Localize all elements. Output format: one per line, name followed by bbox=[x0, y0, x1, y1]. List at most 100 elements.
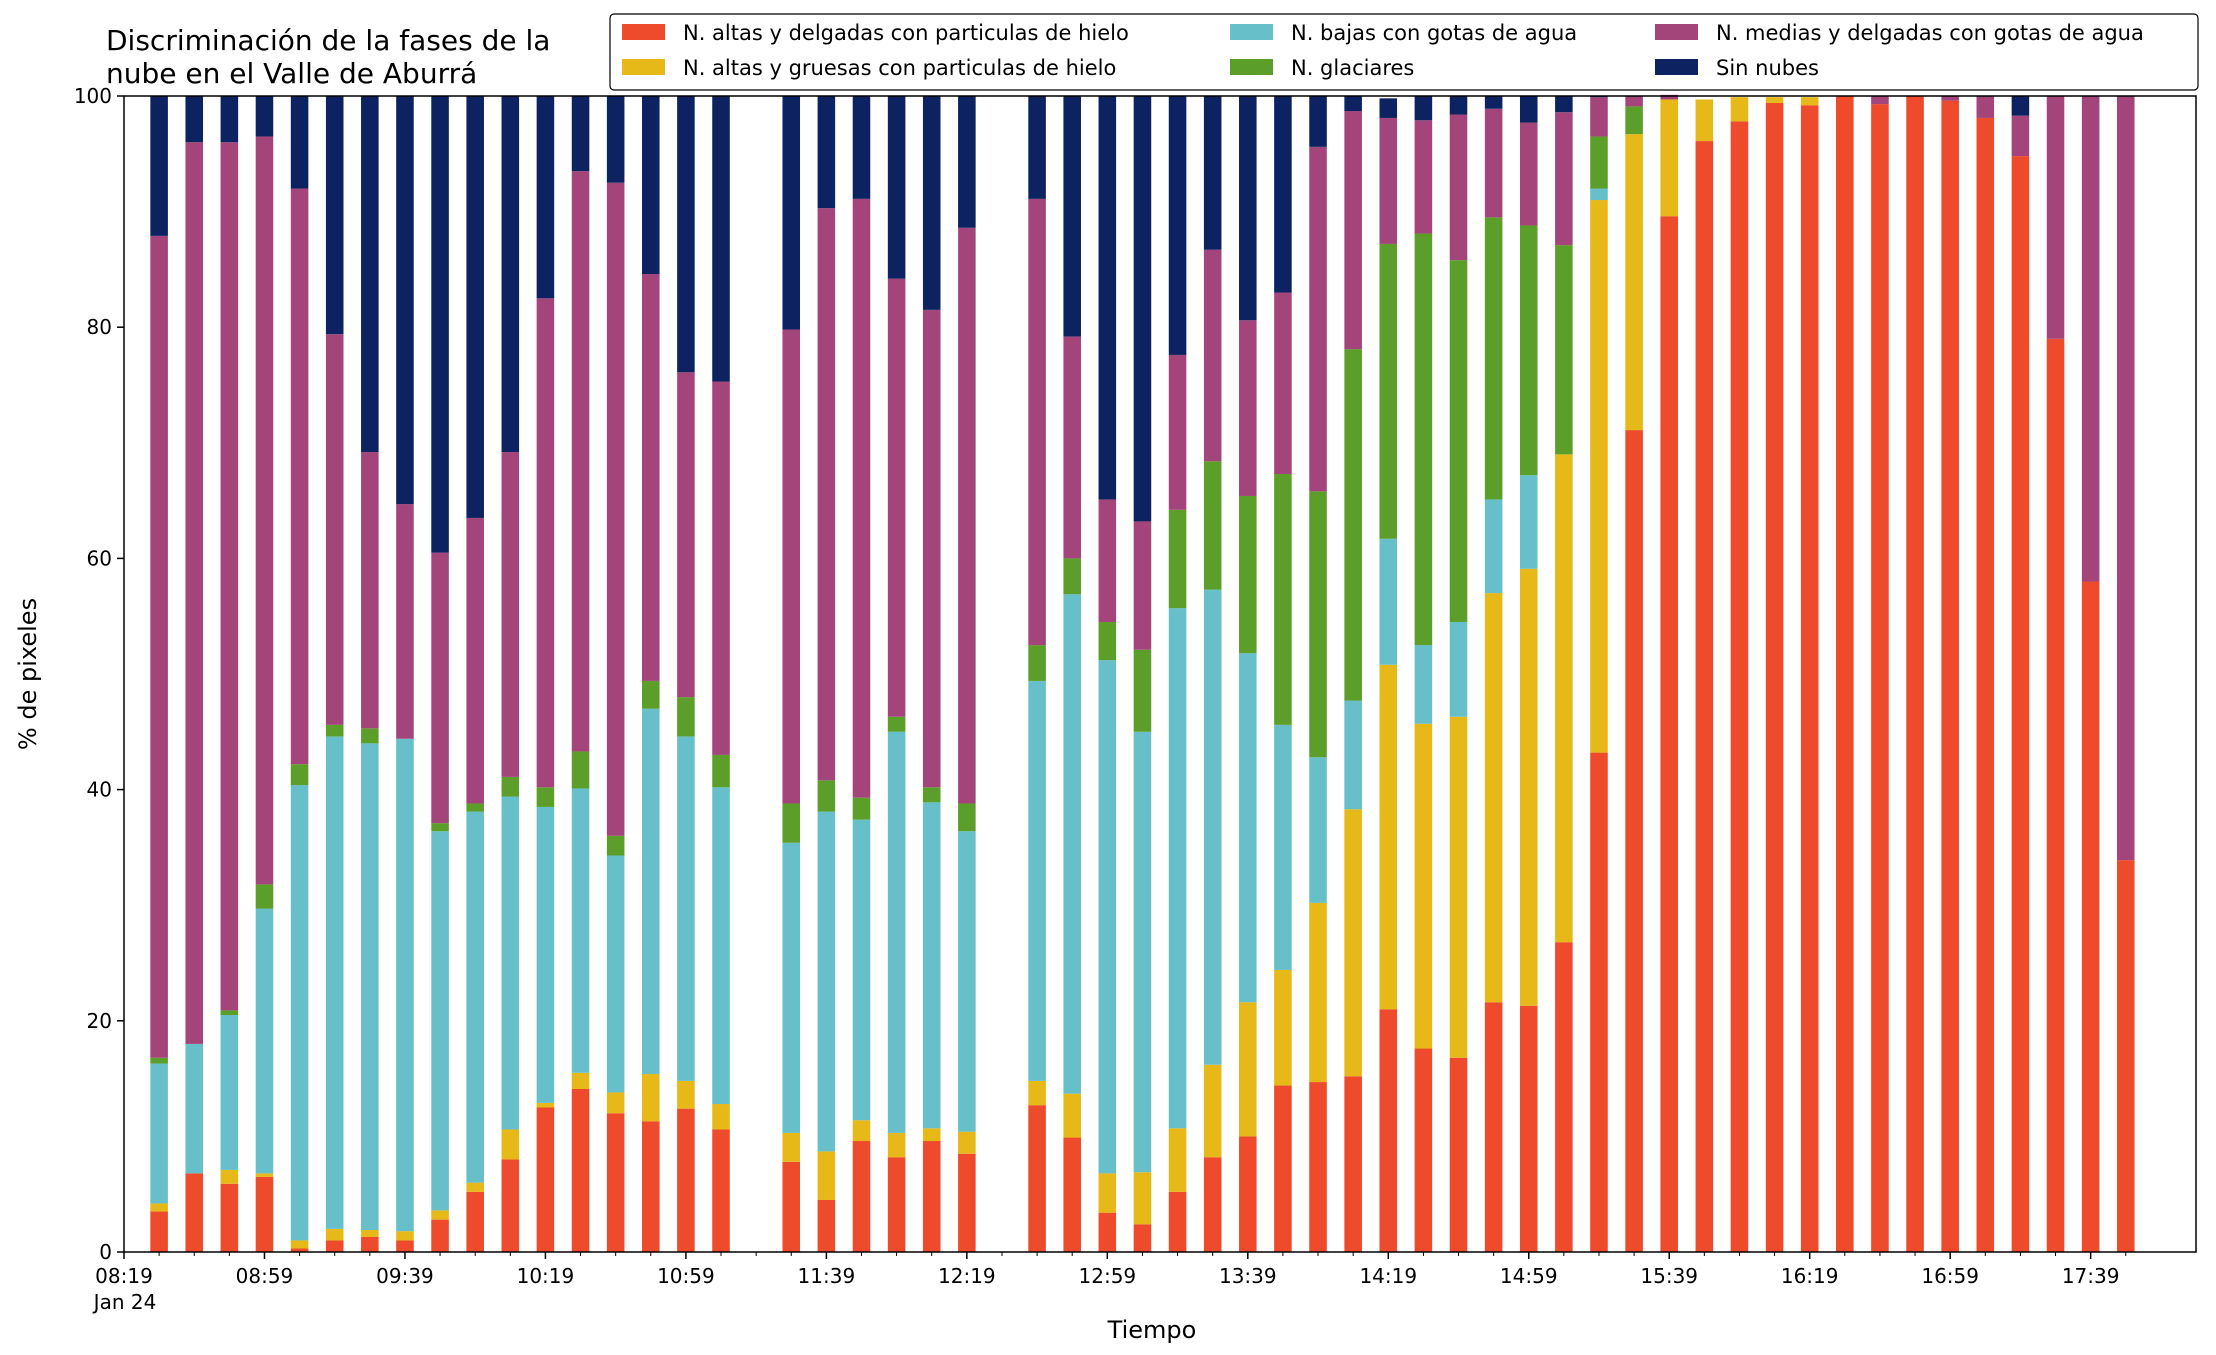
bar-segment-s2-b26 bbox=[1133, 731, 1152, 1173]
bar-segment-s2-b27 bbox=[1168, 608, 1187, 1129]
bar-segment-s4-b30 bbox=[1274, 292, 1292, 475]
bar-segment-s0-b8 bbox=[431, 1219, 449, 1252]
chart-title-line-1: Discriminación de la fases de la bbox=[106, 24, 550, 57]
bar-segment-s5-b33 bbox=[1379, 98, 1398, 118]
bar-segment-s3-b38 bbox=[1555, 245, 1573, 455]
bar-segment-s5-b2 bbox=[220, 96, 239, 143]
bar-segment-s5-b20 bbox=[887, 96, 906, 279]
legend-swatch bbox=[1655, 59, 1698, 75]
bar-segment-s0-b27 bbox=[1168, 1191, 1187, 1252]
x-tick-label: 12:59 bbox=[1079, 1264, 1137, 1288]
bar-segment-s5-b32 bbox=[1344, 96, 1362, 112]
bar-segment-s2-b36 bbox=[1484, 499, 1503, 594]
bar-segment-s0-b44 bbox=[1765, 102, 1784, 1253]
bar-segment-s4-b33 bbox=[1379, 117, 1398, 244]
bar-segment-s5-b26 bbox=[1133, 96, 1152, 522]
bar-segment-s0-b39 bbox=[1590, 752, 1608, 1252]
bar-segment-s3-b10 bbox=[501, 776, 520, 797]
bar-segment-s0-b51 bbox=[2011, 156, 2030, 1253]
bar-segment-s0-b7 bbox=[396, 1240, 414, 1252]
bar-segment-s0-b19 bbox=[852, 1141, 871, 1252]
bar-segment-s0-b30 bbox=[1274, 1085, 1292, 1252]
bar-segment-s1-b36 bbox=[1484, 593, 1503, 1003]
bar-segment-s4-b8 bbox=[431, 552, 449, 824]
bar-segment-s2-b0 bbox=[150, 1063, 168, 1204]
bar-segment-s1-b42 bbox=[1695, 99, 1714, 142]
bar-segment-s4-b54 bbox=[2116, 96, 2135, 861]
bar-segment-s0-b26 bbox=[1133, 1224, 1152, 1252]
x-tick-label: 16:59 bbox=[1921, 1264, 1979, 1288]
bar-segment-s3-b30 bbox=[1274, 474, 1292, 725]
bar-segment-s0-b40 bbox=[1625, 430, 1643, 1253]
bar-segment-s5-b51 bbox=[2011, 96, 2030, 116]
bar-segment-s0-b18 bbox=[817, 1199, 836, 1252]
bar-segment-s4-b21 bbox=[922, 309, 941, 788]
bar-segment-s1-b24 bbox=[1063, 1093, 1081, 1138]
x-tick-label: 17:39 bbox=[2062, 1264, 2120, 1288]
y-tick-label: 60 bbox=[87, 546, 112, 570]
bar-segment-s4-b7 bbox=[396, 504, 414, 739]
bar-segment-s0-b38 bbox=[1555, 942, 1573, 1252]
bar-segment-s2-b22 bbox=[958, 831, 976, 1132]
bar-segment-s0-b6 bbox=[361, 1236, 379, 1252]
bar-segment-s3-b25 bbox=[1098, 621, 1117, 661]
bar-segment-s2-b25 bbox=[1098, 660, 1117, 1174]
bar-segment-s2-b32 bbox=[1344, 700, 1362, 810]
bar-segment-s4-b16 bbox=[712, 381, 730, 755]
legend-label: Sin nubes bbox=[1716, 56, 1819, 80]
bar-segment-s1-b21 bbox=[922, 1128, 941, 1142]
bar-segment-s4-b17 bbox=[782, 329, 801, 804]
legend-swatch bbox=[622, 24, 665, 40]
bar-segment-s4-b13 bbox=[606, 182, 625, 836]
bar-segment-s0-b52 bbox=[2046, 338, 2065, 1252]
chart-title-line-2: nube en el Valle de Aburrá bbox=[106, 57, 477, 90]
bar-segment-s2-b2 bbox=[220, 1015, 239, 1170]
bar-segment-s3-b14 bbox=[642, 680, 660, 709]
bar-segment-s2-b1 bbox=[185, 1043, 204, 1174]
bar-segment-s5-b1 bbox=[185, 96, 204, 143]
bar-segment-s0-b50 bbox=[1976, 117, 1995, 1253]
bar-segment-s0-b11 bbox=[536, 1107, 555, 1252]
bar-segment-s3-b3 bbox=[255, 884, 274, 909]
bar-segment-s1-b45 bbox=[1800, 97, 1819, 106]
bar-segment-s3-b37 bbox=[1519, 225, 1538, 476]
bar-segment-s3-b34 bbox=[1414, 233, 1433, 646]
bar-segment-s0-b48 bbox=[1906, 96, 1924, 1252]
bar-segment-s4-b1 bbox=[185, 142, 204, 1044]
bar-segment-s3-b28 bbox=[1203, 461, 1222, 590]
bar-segment-s4-b40 bbox=[1625, 96, 1643, 107]
y-tick-label: 80 bbox=[87, 315, 112, 339]
bar-segment-s5-b25 bbox=[1098, 96, 1117, 500]
bar-segment-s3-b12 bbox=[571, 751, 590, 789]
bar-segment-s0-b31 bbox=[1309, 1082, 1327, 1252]
bar-segment-s1-b28 bbox=[1203, 1064, 1222, 1158]
bar-segment-s0-b53 bbox=[2081, 581, 2100, 1252]
bar-segment-s4-b37 bbox=[1519, 122, 1538, 226]
bar-segment-s4-b47 bbox=[1871, 96, 1889, 105]
x-tick-label: 10:19 bbox=[517, 1264, 575, 1288]
bar-segment-s2-b16 bbox=[712, 787, 730, 1105]
bar-segment-s1-b37 bbox=[1519, 568, 1538, 1006]
bar-segment-s3-b24 bbox=[1063, 558, 1081, 595]
x-axis-label: Tiempo bbox=[1107, 1316, 1197, 1344]
chart-title: Discriminación de la fases de la nube en… bbox=[106, 24, 550, 90]
bar-segment-s5-b18 bbox=[817, 96, 836, 209]
bar-segment-s1-b31 bbox=[1309, 902, 1327, 1083]
bar-segment-s4-b6 bbox=[361, 452, 379, 729]
bar-segment-s3-b13 bbox=[606, 835, 625, 856]
x-tick-label: 08:59 bbox=[236, 1264, 294, 1288]
bar-segment-s0-b34 bbox=[1414, 1048, 1433, 1252]
bar-segment-s0-b15 bbox=[677, 1108, 695, 1252]
bar-segment-s1-b25 bbox=[1098, 1173, 1117, 1213]
bar-segment-s1-b23 bbox=[1028, 1080, 1046, 1106]
bar-segment-s1-b14 bbox=[642, 1073, 660, 1122]
bar-segment-s2-b11 bbox=[536, 806, 555, 1103]
bar-segment-s2-b12 bbox=[571, 788, 590, 1073]
bar-segment-s2-b6 bbox=[361, 743, 379, 1231]
y-tick-label: 0 bbox=[99, 1240, 112, 1264]
bar-segment-s4-b35 bbox=[1449, 114, 1468, 261]
bar-segment-s0-b37 bbox=[1519, 1005, 1538, 1252]
bar-segment-s3-b27 bbox=[1168, 509, 1187, 609]
bar-segment-s4-b2 bbox=[220, 142, 239, 1011]
bar-segment-s2-b30 bbox=[1274, 724, 1292, 970]
